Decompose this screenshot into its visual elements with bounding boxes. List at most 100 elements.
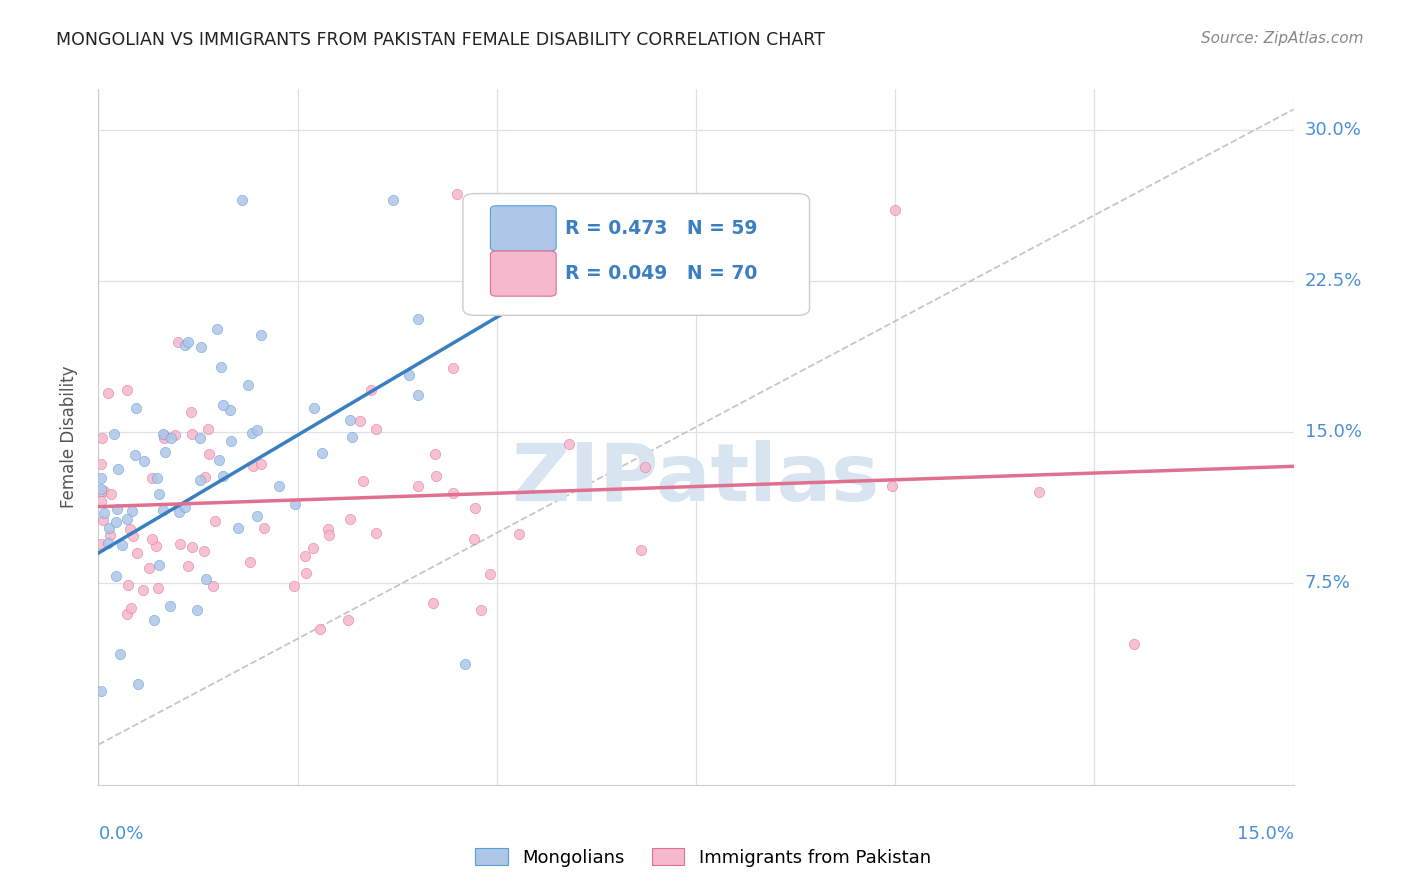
Point (90, 494, 112, 508)
Point (194, 470, 217, 484)
Point (246, 508, 269, 523)
Point (198, 446, 221, 460)
Point (152, 502, 174, 516)
Point (283, 579, 305, 593)
Point (302, 401, 325, 415)
Point (316, 522, 339, 536)
Point (153, 445, 176, 459)
Text: Source: ZipAtlas.com: Source: ZipAtlas.com (1201, 31, 1364, 46)
Point (181, 427, 204, 442)
Point (231, 193, 253, 207)
Point (117, 578, 139, 592)
Point (142, 613, 165, 627)
Point (124, 448, 146, 462)
Point (174, 338, 197, 352)
Point (242, 425, 264, 440)
Point (630, 542, 652, 557)
Text: 0.0%: 0.0% (98, 825, 143, 843)
Point (239, 555, 262, 569)
Point (398, 368, 420, 383)
Point (204, 514, 226, 528)
Point (107, 462, 129, 476)
Point (558, 437, 581, 451)
Point (441, 360, 464, 375)
Point (98, 521, 121, 535)
Point (90, 684, 112, 698)
Point (148, 487, 170, 501)
Point (336, 613, 359, 627)
Point (479, 566, 502, 581)
Point (190, 340, 212, 354)
Point (141, 471, 163, 485)
Point (212, 398, 235, 412)
Point (98, 528, 121, 542)
Point (180, 404, 202, 418)
Point (1028, 484, 1050, 499)
FancyBboxPatch shape (491, 206, 557, 251)
Legend: Mongolians, Immigrants from Pakistan: Mongolians, Immigrants from Pakistan (468, 841, 938, 874)
Point (121, 504, 143, 518)
Point (91, 513, 114, 527)
Point (167, 334, 190, 349)
Point (301, 541, 323, 555)
Point (406, 312, 429, 326)
Point (406, 388, 429, 402)
FancyBboxPatch shape (491, 251, 557, 296)
Point (111, 538, 134, 552)
Point (441, 486, 464, 500)
Point (295, 566, 318, 580)
Point (202, 579, 225, 593)
Point (153, 428, 176, 442)
Point (103, 427, 125, 442)
Point (127, 677, 149, 691)
Text: 15.0%: 15.0% (1236, 825, 1294, 843)
Point (90, 537, 112, 551)
Point (132, 454, 155, 468)
Text: ZIPatlas: ZIPatlas (512, 440, 880, 518)
Point (349, 414, 371, 428)
Point (90, 457, 112, 471)
Point (177, 558, 200, 573)
Point (470, 602, 492, 616)
Point (167, 505, 190, 519)
Point (250, 328, 273, 343)
Point (352, 474, 374, 488)
Point (228, 520, 250, 534)
Point (105, 568, 128, 582)
Text: 22.5%: 22.5% (1305, 272, 1362, 290)
Point (364, 422, 387, 436)
Point (104, 515, 127, 529)
Point (422, 597, 444, 611)
Point (153, 430, 176, 444)
Point (181, 540, 204, 554)
Point (209, 359, 232, 374)
Point (120, 600, 142, 615)
Point (138, 561, 160, 575)
Y-axis label: Female Disability: Female Disability (59, 366, 77, 508)
Point (115, 512, 138, 526)
Point (236, 378, 259, 392)
Point (93, 483, 115, 498)
Point (308, 623, 330, 637)
Point (148, 558, 170, 572)
Point (267, 478, 290, 492)
Point (212, 468, 235, 483)
Point (340, 430, 363, 444)
Point (90, 483, 112, 498)
Point (423, 447, 446, 461)
Point (188, 432, 211, 446)
Point (193, 544, 215, 558)
Point (186, 602, 208, 616)
Point (219, 402, 242, 417)
Point (121, 529, 143, 543)
Point (446, 187, 468, 202)
Point (195, 572, 218, 586)
Point (132, 582, 155, 597)
Point (127, 546, 149, 560)
Point (880, 478, 903, 492)
Point (634, 459, 657, 474)
Point (382, 193, 405, 207)
Point (120, 522, 142, 536)
Point (100, 487, 122, 501)
Point (97, 536, 120, 550)
